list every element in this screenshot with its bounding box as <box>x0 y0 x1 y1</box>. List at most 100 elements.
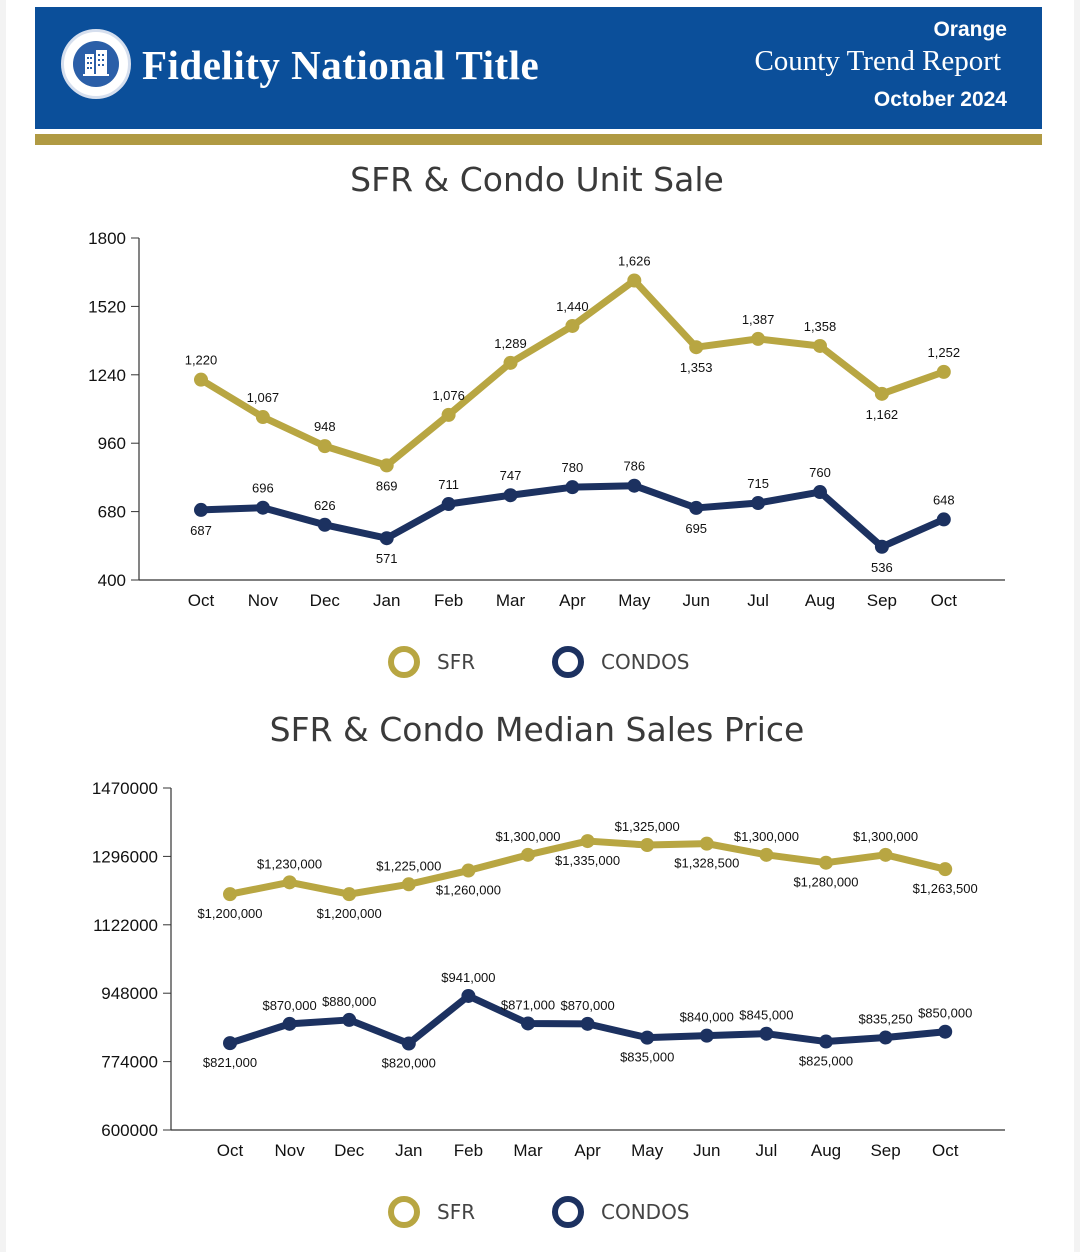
x-tick-label: Jun <box>693 1141 720 1160</box>
condos-point <box>580 1016 595 1031</box>
report-date: October 2024 <box>873 88 1007 111</box>
x-tick-label: Jul <box>756 1141 778 1160</box>
condos-point <box>689 500 704 515</box>
condos-point <box>874 539 889 554</box>
sfr-point <box>936 364 951 379</box>
x-tick-label: Jul <box>747 591 769 610</box>
y-tick-label: 680 <box>98 503 126 522</box>
x-tick-label: Nov <box>248 591 279 610</box>
condos-point <box>223 1036 237 1051</box>
condos-series-line <box>197 482 948 551</box>
header-gold-bar <box>35 134 1042 145</box>
sfr-point <box>640 838 655 852</box>
sfr-point <box>461 863 476 878</box>
condos-point <box>342 1012 357 1027</box>
page-edge-right <box>1074 0 1080 1252</box>
y-tick-label: 1240 <box>88 366 126 385</box>
building-seal-icon <box>61 29 131 99</box>
y-tick-label: 1122000 <box>93 916 158 935</box>
sfr-point <box>751 331 766 346</box>
condos-data-label: 696 <box>252 481 274 496</box>
condos-point <box>441 497 456 512</box>
y-tick-label: 1470000 <box>92 779 158 798</box>
sfr-data-label: $1,335,000 <box>555 853 620 868</box>
sfr-data-label: $1,230,000 <box>257 856 322 871</box>
y-tick-label: 960 <box>98 434 126 453</box>
sfr-data-label: $1,280,000 <box>793 875 858 890</box>
x-tick-label: Oct <box>932 1141 959 1160</box>
x-tick-label: Jun <box>682 591 709 610</box>
sfr-point <box>689 340 704 355</box>
condos-data-label: 711 <box>438 477 459 492</box>
brand-name: Fidelity National Title <box>142 42 540 88</box>
x-tick-label: Oct <box>217 1141 244 1160</box>
condos-data-label: $821,000 <box>203 1055 257 1070</box>
x-tick-label: Dec <box>310 591 341 610</box>
condos-data-label: 780 <box>562 460 584 475</box>
x-tick-label: Aug <box>811 1141 841 1160</box>
sfr-data-label: 1,162 <box>866 407 899 422</box>
condos-point <box>938 1024 953 1039</box>
sfr-data-label: $1,200,000 <box>317 906 382 921</box>
condos-point <box>878 1030 893 1045</box>
sfr-point <box>194 372 208 387</box>
x-tick-label: Feb <box>454 1141 483 1160</box>
sfr-data-label: 948 <box>314 419 336 434</box>
x-tick-label: Sep <box>870 1141 900 1160</box>
sfr-point <box>441 407 456 422</box>
condos-point <box>627 478 642 493</box>
y-tick-label: 600000 <box>101 1121 158 1140</box>
condos-data-label: $845,000 <box>739 1008 793 1023</box>
sfr-point <box>503 355 518 370</box>
sfr-point <box>819 855 833 870</box>
page-edge-left <box>0 0 6 1252</box>
condos-data-label: $880,000 <box>322 994 376 1009</box>
condos-point <box>461 988 476 1003</box>
condos-data-label: $870,000 <box>262 998 316 1013</box>
condos-point <box>379 531 394 546</box>
condos-point <box>255 500 270 515</box>
sfr-point <box>878 847 893 862</box>
condos-point <box>194 502 208 517</box>
sfr-legend-marker <box>388 1196 420 1228</box>
report-header: Fidelity National Title Orange County Tr… <box>35 7 1042 129</box>
x-tick-label: Mar <box>496 591 526 610</box>
y-tick-label: 774000 <box>101 1053 158 1072</box>
condos-point <box>565 480 580 495</box>
x-tick-label: Oct <box>188 591 215 610</box>
sfr-point <box>627 273 642 288</box>
sfr-data-label: $1,300,000 <box>495 829 560 844</box>
x-tick-label: Oct <box>931 591 958 610</box>
sfr-point <box>759 847 774 862</box>
condos-point <box>819 1034 833 1049</box>
sfr-point <box>317 439 332 454</box>
condos-legend-marker <box>552 646 584 678</box>
x-tick-label: Apr <box>559 591 586 610</box>
sfr-data-label: 869 <box>376 478 398 493</box>
sfr-point <box>565 318 580 333</box>
condos-point <box>503 488 518 503</box>
condos-point <box>936 512 951 527</box>
y-tick-label: 1296000 <box>92 847 158 866</box>
condos-data-label: 786 <box>623 459 645 474</box>
sfr-data-label: $1,225,000 <box>376 858 441 873</box>
sfr-data-label: $1,300,000 <box>853 829 918 844</box>
condos-data-label: $941,000 <box>441 970 495 985</box>
x-tick-label: Dec <box>334 1141 365 1160</box>
sfr-point <box>379 458 394 473</box>
sfr-point <box>699 836 714 851</box>
condos-data-label: 687 <box>190 523 212 538</box>
x-tick-label: Sep <box>867 591 897 610</box>
sfr-data-label: 1,220 <box>185 353 218 368</box>
sfr-point <box>580 834 595 849</box>
condos-data-label: 571 <box>376 551 398 566</box>
condos-data-label: 536 <box>871 560 893 575</box>
condos-data-label: $835,250 <box>858 1012 912 1027</box>
sfr-data-label: 1,076 <box>432 388 465 403</box>
condos-data-label: $825,000 <box>799 1054 853 1069</box>
sfr-data-label: $1,200,000 <box>197 906 262 921</box>
y-tick-label: 1520 <box>88 297 126 316</box>
condos-point <box>401 1036 416 1051</box>
sfr-data-label: $1,325,000 <box>615 819 680 834</box>
report-county: Orange <box>933 18 1007 41</box>
